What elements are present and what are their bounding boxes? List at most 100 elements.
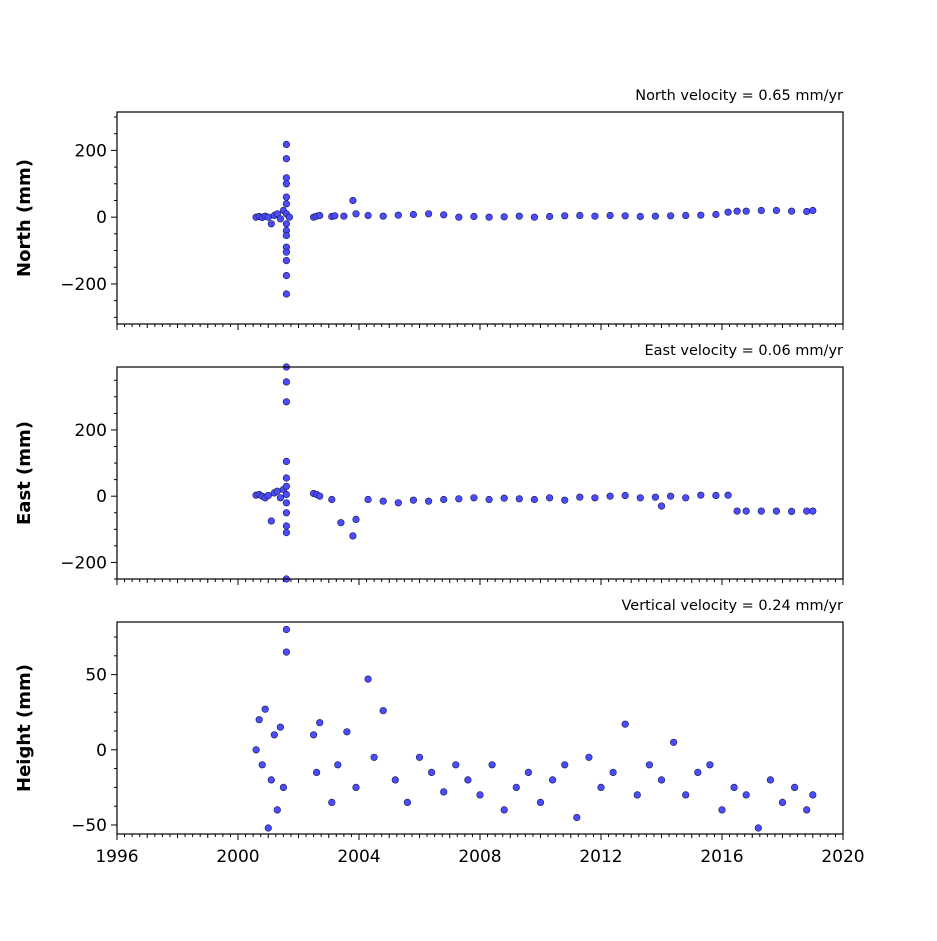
east-data-point	[264, 491, 272, 500]
height-data-point	[573, 813, 581, 822]
east-y-tick-label: 0	[96, 487, 107, 507]
north-data-point	[349, 196, 357, 205]
north-data-point	[285, 213, 294, 221]
north-data-point	[651, 212, 660, 220]
height-data-point	[669, 738, 678, 746]
east-data-point	[282, 474, 291, 482]
height-data-point	[270, 731, 278, 739]
height-y-tick-label: 0	[96, 741, 107, 761]
east-data-point	[657, 502, 666, 510]
height-data-point	[440, 788, 448, 796]
east-data-point	[282, 499, 291, 507]
east-data-point	[697, 491, 705, 499]
height-data-point	[352, 783, 360, 792]
north-data-point	[470, 212, 478, 221]
east-data-point	[666, 492, 675, 500]
east-data-point	[282, 378, 291, 386]
east-data-point	[809, 507, 817, 515]
height-data-point	[730, 783, 738, 792]
east-data-point	[379, 497, 387, 505]
height-data-point	[778, 798, 787, 807]
north-data-point	[485, 213, 493, 221]
east-data-point	[500, 494, 508, 502]
height-data-point	[597, 783, 605, 792]
north-data-point	[576, 211, 584, 220]
x-tick-label: 2004	[337, 847, 380, 867]
height-data-point	[316, 719, 324, 727]
east-data-point	[409, 496, 418, 504]
height-data-point	[809, 791, 817, 799]
north-data-point	[757, 206, 765, 215]
height-data-point	[252, 746, 260, 754]
north-data-point	[282, 140, 291, 148]
north-data-point	[621, 212, 629, 220]
east-y-tick-label: 200	[75, 421, 107, 441]
east-data-point	[787, 507, 796, 516]
height-data-point	[364, 675, 372, 683]
north-y-tick-label: 0	[96, 208, 107, 228]
height-data-point	[334, 761, 342, 769]
east-data-point	[591, 494, 599, 502]
height-data-point	[561, 761, 569, 769]
north-data-point	[282, 200, 291, 208]
north-data-point	[712, 210, 720, 219]
height-data-point	[282, 648, 291, 656]
height-data-point	[621, 720, 629, 728]
east-data-point	[425, 497, 433, 505]
height-data-point	[476, 791, 484, 799]
east-data-point	[349, 532, 357, 540]
east-data-point	[282, 528, 291, 537]
north-data-point	[282, 155, 291, 163]
east-y-axis-label: East (mm)	[14, 421, 35, 525]
east-data-point	[267, 517, 275, 525]
north-y-tick-label: −200	[60, 275, 107, 295]
east-data-point	[352, 515, 360, 524]
x-tick-label: 2008	[458, 847, 501, 867]
north-data-point	[379, 212, 387, 220]
north-data-point	[282, 231, 291, 240]
north-data-point	[331, 212, 339, 220]
x-tick-label: 2000	[216, 847, 259, 867]
x-tick-label: 2012	[579, 847, 622, 867]
north-data-point	[267, 220, 275, 228]
east-data-point	[485, 495, 493, 504]
east-data-point	[682, 494, 690, 502]
height-data-point	[310, 731, 318, 739]
north-data-point	[803, 207, 811, 216]
height-data-point	[282, 625, 291, 634]
east-data-point	[636, 494, 644, 502]
height-data-point	[657, 776, 666, 784]
height-data-point	[585, 753, 593, 761]
height-data-point	[536, 798, 545, 807]
height-velocity-title: Vertical velocity = 0.24 mm/yr	[622, 598, 844, 614]
north-data-point	[666, 212, 675, 220]
height-data-point	[273, 806, 281, 814]
north-data-point	[440, 211, 448, 219]
height-data-point	[464, 776, 472, 784]
east-data-point	[455, 495, 463, 503]
east-data-point	[394, 499, 402, 507]
east-data-point	[757, 507, 765, 515]
height-data-point	[742, 791, 750, 799]
height-data-point	[370, 753, 378, 761]
east-data-point	[282, 398, 291, 406]
north-data-point	[515, 212, 523, 220]
east-data-point	[282, 482, 291, 490]
north-data-point	[364, 211, 372, 220]
height-data-point	[706, 761, 714, 769]
east-data-point	[276, 494, 285, 502]
height-data-point	[261, 705, 269, 713]
north-data-point	[636, 212, 644, 221]
north-data-point	[316, 211, 324, 220]
north-data-point	[282, 248, 291, 256]
north-data-point	[340, 212, 348, 220]
height-data-point	[682, 791, 690, 799]
north-data-point	[394, 211, 402, 219]
height-y-tick-label: 50	[85, 666, 107, 686]
east-velocity-title: East velocity = 0.06 mm/yr	[644, 343, 843, 359]
north-data-point	[282, 290, 291, 298]
north-data-point	[264, 213, 272, 221]
x-tick-label: 1996	[95, 847, 138, 867]
